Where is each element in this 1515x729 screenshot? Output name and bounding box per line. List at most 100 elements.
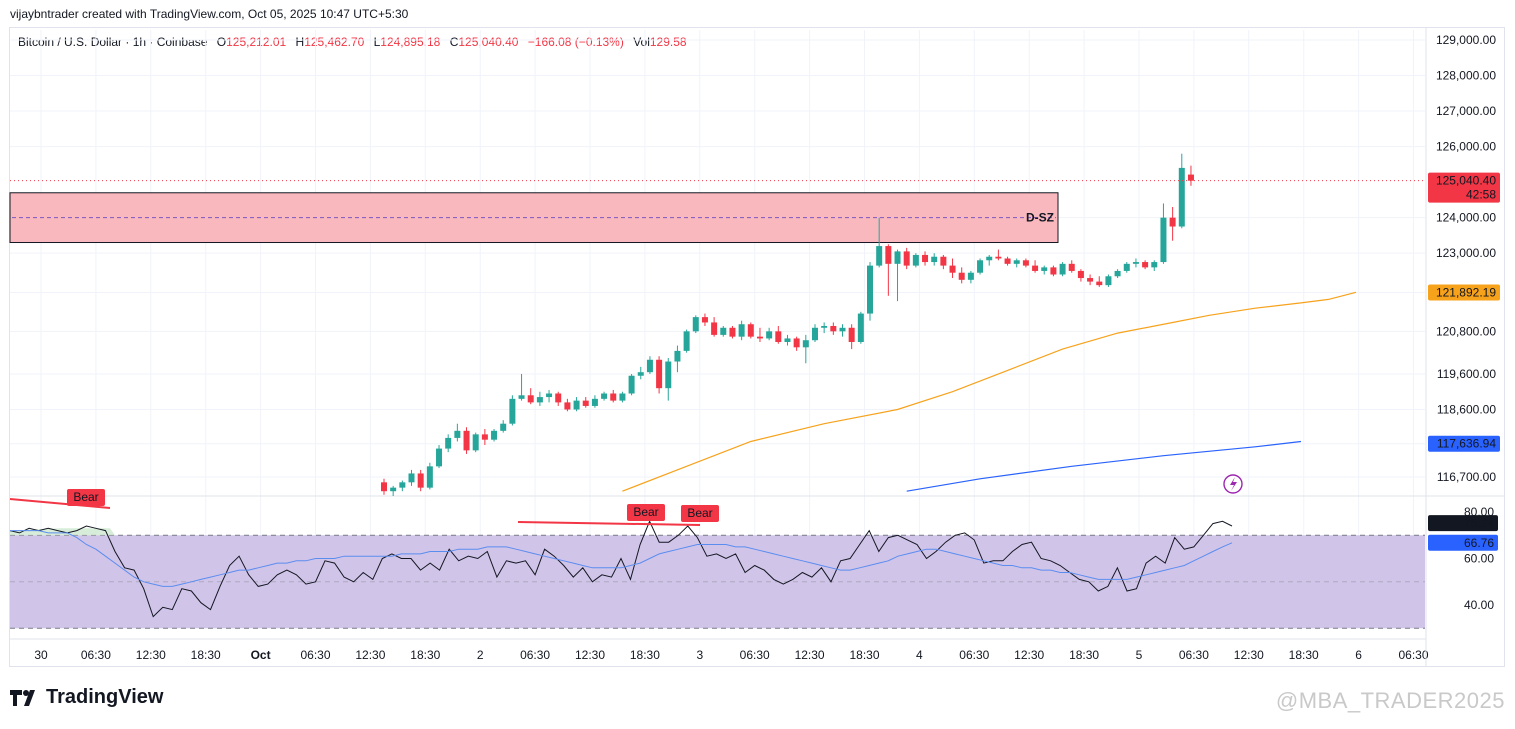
time-axis-label: 2 xyxy=(477,648,484,662)
time-axis-label: 4 xyxy=(916,648,923,662)
candle-body xyxy=(1004,258,1011,264)
candle-body xyxy=(1032,265,1039,271)
candle-body xyxy=(1077,270,1084,279)
tradingview-logo-icon xyxy=(10,689,35,706)
volume-label: Vol xyxy=(633,35,650,49)
time-axis-label: 18:30 xyxy=(630,648,660,662)
rsi-axis-label: 60.00 xyxy=(1464,552,1494,566)
price-axis-label: 124,000.00 xyxy=(1436,211,1496,225)
candle-body xyxy=(628,375,635,394)
candle-body xyxy=(591,398,598,406)
candle-body xyxy=(747,324,754,337)
candle-body xyxy=(399,482,406,488)
symbol-title[interactable]: Bitcoin / U.S. Dollar · 1h · Coinbase xyxy=(18,35,208,49)
candle-body xyxy=(958,272,965,280)
bear-signal-tag xyxy=(681,505,719,522)
candle-body xyxy=(802,340,809,348)
rsi-axis-label: 40.00 xyxy=(1464,598,1494,612)
price-axis-label: 128,000.00 xyxy=(1436,69,1496,83)
price-axis-label: 123,000.00 xyxy=(1436,246,1496,260)
candle-body xyxy=(1059,263,1066,275)
candle-body xyxy=(1105,276,1112,286)
price-axis-label: 120,800.00 xyxy=(1436,324,1496,338)
bear-signal-label: Bear xyxy=(73,490,98,504)
rsi-line xyxy=(9,520,1233,618)
candle-body xyxy=(582,400,589,406)
rsi-ma-value-label-bg xyxy=(1428,534,1498,551)
ma-slow-line xyxy=(906,440,1302,492)
price-axis-label: 127,000.00 xyxy=(1436,104,1496,118)
time-axis-label: 3 xyxy=(696,648,703,662)
candle-body xyxy=(977,260,984,273)
candle-body xyxy=(839,327,846,332)
close-value: 125,040.40 xyxy=(458,35,519,49)
price-axis-label: 126,000.00 xyxy=(1436,140,1496,154)
price-axis-label: 116,700.00 xyxy=(1437,470,1496,484)
time-axis-label: 12:30 xyxy=(795,648,825,662)
time-axis-label: 12:30 xyxy=(355,648,385,662)
candle-body xyxy=(674,350,681,362)
rsi-ma-value-label: 66.76 xyxy=(1464,536,1494,550)
price-axis-label: 129,000.00 xyxy=(1436,33,1496,47)
candle-body xyxy=(463,430,470,451)
last-price-label: 125,040.40 xyxy=(1436,174,1496,188)
candle-body xyxy=(766,331,773,339)
candle-body xyxy=(811,327,818,341)
candle-body xyxy=(656,359,663,389)
candle-body xyxy=(756,336,763,339)
candle-body xyxy=(573,400,580,410)
time-axis-label: 06:30 xyxy=(520,648,550,662)
tradingview-brand[interactable]: TradingView xyxy=(10,686,163,709)
bear-divergence-line xyxy=(517,521,701,526)
candle-body xyxy=(876,246,883,266)
time-axis-label: 18:30 xyxy=(1069,648,1099,662)
candle-body xyxy=(1096,281,1103,286)
ma-fast-line xyxy=(622,291,1357,492)
candle-body xyxy=(692,317,699,332)
candle-body xyxy=(1123,263,1130,271)
rsi-value-label-bg xyxy=(1428,515,1498,532)
high-value: 125,462.70 xyxy=(304,35,365,49)
candle-body xyxy=(940,256,947,266)
time-axis-label: 06:30 xyxy=(1398,648,1428,662)
time-axis-label: 06:30 xyxy=(81,648,111,662)
time-axis-label: 06:30 xyxy=(740,648,770,662)
candle-body xyxy=(436,448,443,467)
ma-fast-label: 121,892.19 xyxy=(1436,286,1496,300)
candle-body xyxy=(518,395,525,399)
time-axis-label: Oct xyxy=(251,648,271,662)
candle-body xyxy=(1178,167,1185,227)
candle-body xyxy=(949,265,956,273)
ohlc-legend: Bitcoin / U.S. Dollar · 1h · Coinbase O1… xyxy=(18,35,687,49)
rsi-value-label: 75.24 xyxy=(1464,516,1494,530)
candle-body xyxy=(1041,267,1048,271)
close-label: C xyxy=(449,35,459,49)
candle-body xyxy=(1151,262,1158,268)
candle-body xyxy=(536,397,543,403)
candle-body xyxy=(729,327,736,337)
candle-body xyxy=(775,331,782,342)
open-value: 125,212.01 xyxy=(226,35,287,49)
candle-body xyxy=(967,272,974,280)
high-label: H xyxy=(295,35,305,49)
open-label: O xyxy=(216,35,227,49)
candle-body xyxy=(912,254,919,266)
candle-body xyxy=(986,256,993,261)
time-axis-label: 5 xyxy=(1136,648,1143,662)
volume-value: 129.58 xyxy=(649,35,687,49)
candle-body xyxy=(555,393,562,403)
candle-body xyxy=(408,473,415,483)
bear-divergence-line xyxy=(9,498,111,509)
candle-body xyxy=(683,331,690,351)
candle-body xyxy=(527,395,534,403)
candle-body xyxy=(1132,262,1139,264)
candle-body xyxy=(417,473,424,488)
time-axis-label: 6 xyxy=(1355,648,1362,662)
candle-body xyxy=(903,251,910,266)
candle-body xyxy=(848,327,855,342)
time-axis-label: 18:30 xyxy=(849,648,879,662)
candle-body xyxy=(637,372,644,376)
candle-body xyxy=(821,326,828,328)
bear-signal-label: Bear xyxy=(687,506,712,520)
